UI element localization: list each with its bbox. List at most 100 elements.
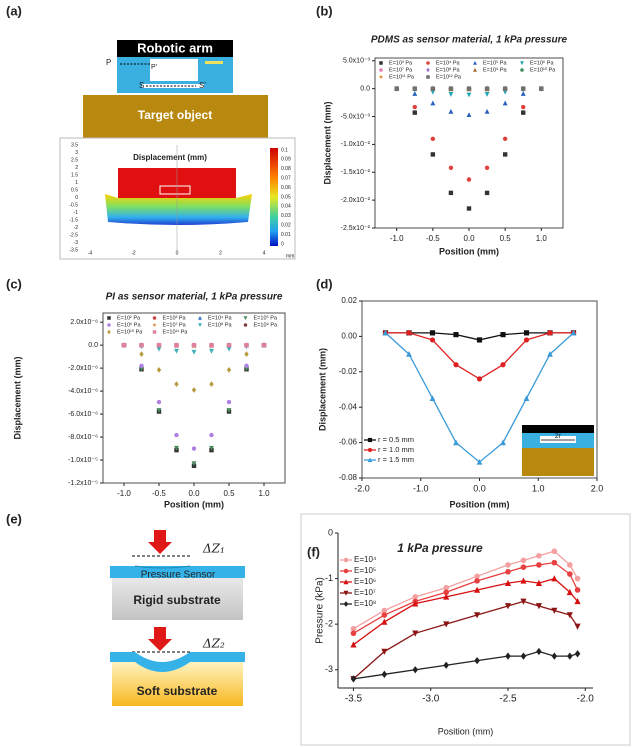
data-point bbox=[412, 630, 419, 637]
y-axis-label: Displacement (mm) bbox=[12, 356, 22, 439]
fem-y-tick: -1 bbox=[74, 210, 79, 216]
fem-y-tick: 3.5 bbox=[71, 142, 78, 148]
data-point bbox=[448, 92, 454, 97]
data-point bbox=[191, 349, 197, 355]
label-p-prime: P' bbox=[151, 64, 157, 71]
x-axis-label: Position (mm) bbox=[164, 499, 224, 509]
fem-x-tick: 2 bbox=[219, 250, 222, 256]
legend-label: E=10³ Pa bbox=[163, 315, 187, 321]
data-point bbox=[502, 152, 508, 157]
fem-y-tick: 1 bbox=[75, 180, 78, 186]
legend-label: E=10² Pa bbox=[117, 315, 141, 321]
soft-substrate bbox=[112, 662, 243, 706]
legend-label: E=10⁶ Pa bbox=[117, 321, 141, 328]
series-line bbox=[353, 577, 579, 646]
colorbar-tick: 0.06 bbox=[281, 185, 291, 191]
panel-label: (c) bbox=[6, 276, 22, 291]
colorbar-tick: 0.07 bbox=[281, 176, 291, 182]
data-point bbox=[226, 399, 232, 405]
sensor-label: Pressure Sensor bbox=[141, 570, 216, 581]
data-point bbox=[381, 648, 388, 655]
data-point bbox=[474, 578, 480, 584]
legend-label: E=10¹⁰ Pa bbox=[530, 66, 556, 73]
data-point bbox=[412, 594, 419, 600]
legend-label: E=10⁴ Pa bbox=[436, 59, 461, 66]
fem-y-tick: 0.5 bbox=[71, 187, 78, 193]
legend-label: E=10¹² Pa bbox=[436, 74, 462, 80]
legend-marker bbox=[520, 61, 524, 66]
data-point bbox=[443, 593, 450, 600]
data-point bbox=[244, 351, 249, 357]
legend-label: E=10⁷ bbox=[354, 588, 376, 597]
legend-marker bbox=[107, 329, 111, 335]
x-tick-label: -1.0 bbox=[413, 483, 429, 493]
data-point bbox=[535, 603, 542, 610]
data-point bbox=[226, 408, 232, 413]
colorbar-tick: 0.01 bbox=[281, 232, 291, 238]
chart-title: PI as sensor material, 1 kPa pressure bbox=[106, 292, 283, 303]
data-point bbox=[520, 91, 526, 96]
robotic-arm bbox=[117, 40, 233, 57]
data-point bbox=[520, 564, 527, 570]
data-point bbox=[466, 92, 472, 98]
data-point bbox=[474, 657, 480, 665]
fem-y-tick: 2.5 bbox=[71, 157, 78, 163]
data-point bbox=[536, 647, 542, 656]
legend-marker bbox=[343, 579, 349, 585]
data-point bbox=[574, 623, 581, 630]
legend-label: E=10⁴ bbox=[354, 555, 377, 564]
label-s-prime: S' bbox=[199, 81, 206, 90]
data-point bbox=[156, 408, 162, 413]
fem-unit: mm bbox=[286, 253, 294, 259]
data-point bbox=[484, 86, 490, 91]
data-point bbox=[535, 579, 542, 586]
data-point bbox=[443, 621, 450, 628]
data-point bbox=[244, 342, 249, 348]
y-tick-label: 0.0 bbox=[88, 342, 98, 349]
data-point bbox=[547, 350, 553, 357]
data-point bbox=[226, 346, 232, 352]
fem-x-tick: 4 bbox=[263, 250, 266, 256]
data-point bbox=[539, 86, 544, 91]
data-point bbox=[484, 190, 490, 196]
data-point bbox=[226, 342, 232, 348]
data-point bbox=[412, 86, 417, 91]
legend-label: r = 1.0 mm bbox=[378, 445, 414, 454]
y-tick-label: -0.08 bbox=[339, 473, 358, 482]
data-point bbox=[551, 548, 558, 555]
sensor-strip bbox=[142, 84, 204, 88]
x-tick-label: 0.0 bbox=[473, 483, 486, 493]
data-point bbox=[574, 650, 581, 658]
x-axis-label: Position (mm) bbox=[438, 726, 494, 736]
soft-label: Soft substrate bbox=[137, 684, 218, 698]
legend-label: E=10¹⁰ Pa bbox=[117, 328, 143, 335]
colorbar-tick: 0.03 bbox=[281, 213, 291, 219]
y-tick-label: 2.0x10⁻⁶ bbox=[70, 319, 98, 326]
data-point bbox=[453, 332, 459, 338]
legend-marker bbox=[152, 316, 157, 320]
data-point bbox=[174, 432, 179, 438]
panel-label: (a) bbox=[6, 3, 22, 18]
y-tick-label: -0.04 bbox=[339, 402, 358, 411]
data-point bbox=[191, 461, 197, 467]
data-point bbox=[466, 112, 472, 118]
legend-label: E=10³ Pa bbox=[389, 60, 413, 66]
data-point bbox=[139, 363, 144, 369]
data-point bbox=[505, 568, 511, 575]
y-tick-label: 0 bbox=[328, 527, 333, 537]
data-point bbox=[156, 366, 162, 373]
data-point bbox=[504, 603, 512, 610]
legend-label: E=10⁷ Pa bbox=[163, 321, 187, 328]
legend-label: r = 1.5 mm bbox=[378, 455, 414, 464]
force-arrow bbox=[148, 530, 172, 554]
legend-label: E=10⁴ Pa bbox=[208, 314, 233, 321]
data-point bbox=[484, 92, 490, 97]
y-tick-label: -6.0x10⁻⁶ bbox=[68, 411, 98, 418]
data-point bbox=[174, 348, 179, 354]
sensor-layer-deformed bbox=[110, 652, 245, 672]
data-point bbox=[394, 86, 399, 91]
data-point bbox=[567, 571, 573, 577]
data-point bbox=[574, 575, 581, 582]
x-tick-label: 0.5 bbox=[223, 489, 235, 498]
